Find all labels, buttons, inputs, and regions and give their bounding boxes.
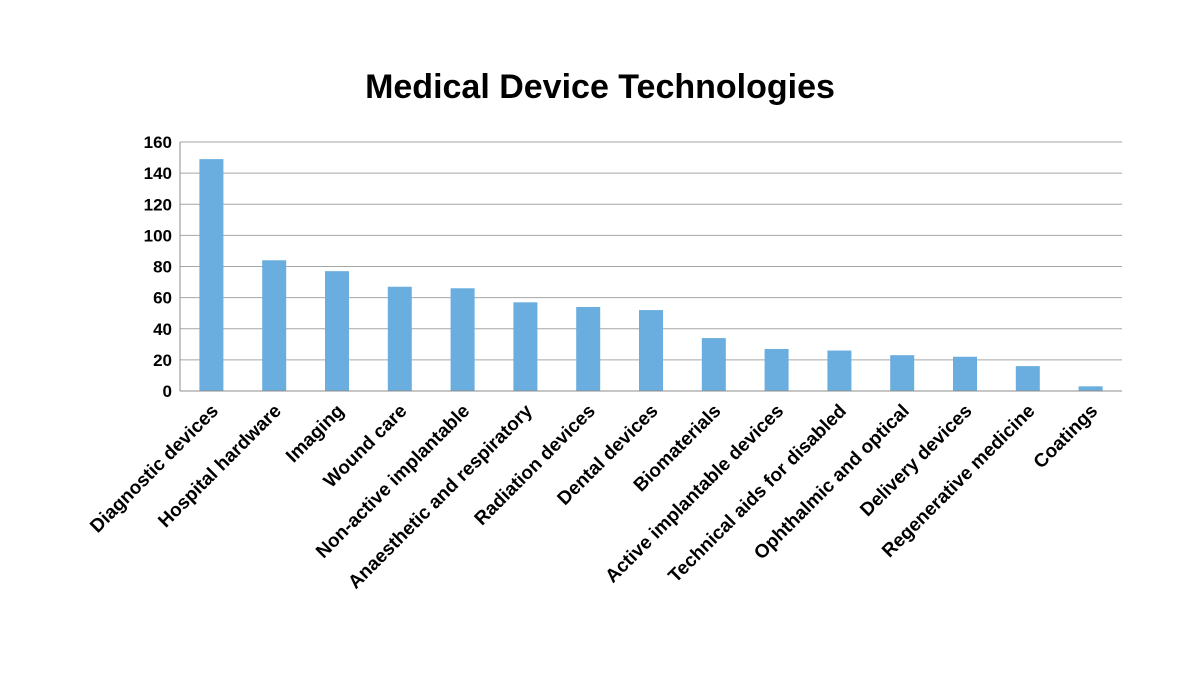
y-tick-label: 100 xyxy=(144,226,172,245)
x-tick-label: Coatings xyxy=(1030,401,1102,473)
bar xyxy=(199,159,224,391)
bar xyxy=(450,288,475,391)
x-tick-label: Hospital hardware xyxy=(154,401,285,532)
x-tick-label: Delivery devices xyxy=(856,401,976,521)
bar xyxy=(325,271,349,391)
y-tick-label: 60 xyxy=(153,289,172,308)
bar xyxy=(576,306,601,391)
bar xyxy=(701,338,726,391)
y-tick-label: 160 xyxy=(144,133,172,152)
bar xyxy=(262,260,287,391)
x-tick-label: Imaging xyxy=(282,401,348,467)
y-tick-label: 40 xyxy=(153,320,172,339)
x-tick-label: Radiation devices xyxy=(471,401,600,530)
bar xyxy=(890,355,915,391)
bars xyxy=(199,159,1103,391)
bar xyxy=(953,356,977,391)
bar xyxy=(387,286,412,391)
y-tick-label: 20 xyxy=(153,351,172,370)
bar xyxy=(1015,366,1040,391)
bar xyxy=(827,350,852,391)
y-tick-label: 80 xyxy=(153,258,172,277)
chart-title: Medical Device Technologies xyxy=(365,68,835,106)
axes xyxy=(179,142,1122,392)
bar xyxy=(764,348,789,391)
y-tick-label: 120 xyxy=(144,195,172,214)
y-tick-label: 0 xyxy=(163,382,172,401)
bar xyxy=(639,310,663,391)
y-tick-label: 140 xyxy=(144,164,172,183)
bar xyxy=(1078,386,1103,391)
y-tick-labels: 0 20 40 60 80 100 120 140 160 xyxy=(144,133,172,401)
bar xyxy=(513,302,538,391)
